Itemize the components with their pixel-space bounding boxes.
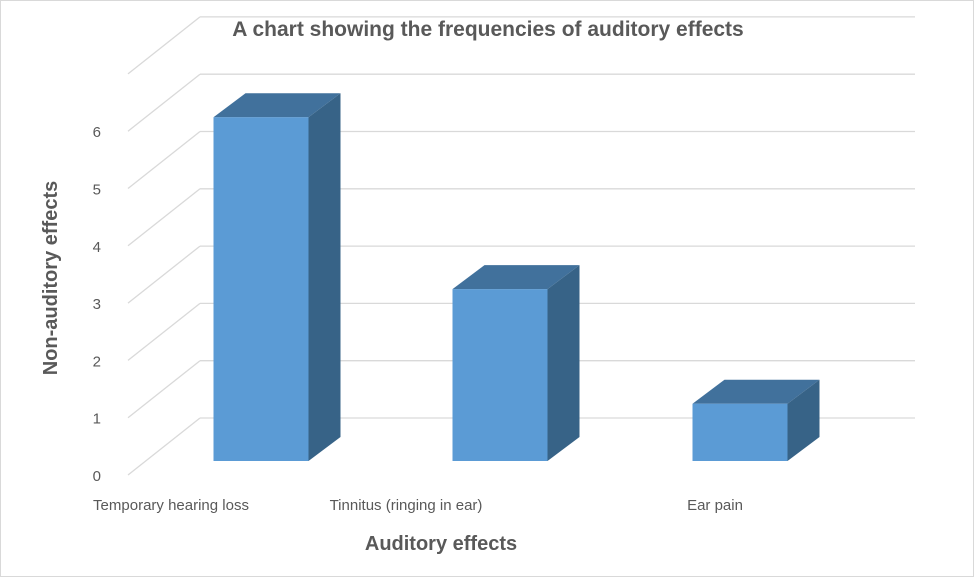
- bar-3: [692, 379, 820, 461]
- y-tick-label: 6: [93, 124, 101, 141]
- bar-front: [452, 289, 548, 461]
- y-tick-label: 3: [93, 296, 101, 313]
- bar-top: [452, 265, 580, 290]
- bars: [213, 93, 820, 461]
- bar-front: [213, 117, 309, 461]
- y-tick-label: 2: [93, 353, 101, 370]
- x-category-label: Temporary hearing loss: [93, 497, 249, 514]
- gridline-side: [127, 417, 201, 476]
- y-tick-label: 0: [93, 468, 101, 485]
- bar-1: [213, 93, 341, 461]
- gridline-side: [127, 73, 201, 132]
- gridline-side: [127, 360, 201, 419]
- bar-side: [547, 265, 580, 461]
- x-category-labels: Temporary hearing loss Tinnitus (ringing …: [93, 497, 743, 514]
- y-tick-labels: 0 1 2 3 4 5 6: [93, 124, 101, 485]
- bar-2: [452, 265, 580, 461]
- x-category-label: Tinnitus (ringing in ear): [330, 497, 483, 514]
- y-tick-label: 1: [93, 411, 101, 428]
- gridline-side: [127, 16, 201, 75]
- y-axis-title: Non-auditory effects: [40, 181, 62, 375]
- bar-top: [692, 379, 820, 404]
- bar-front: [692, 403, 788, 461]
- bar-side: [308, 93, 341, 461]
- gridline-side: [127, 130, 201, 190]
- x-category-label: Ear pain: [687, 497, 743, 514]
- gridline-side: [127, 245, 201, 304]
- bar-top: [213, 93, 341, 118]
- gridline-side: [127, 188, 201, 247]
- x-axis-title: Auditory effects: [365, 533, 517, 555]
- bar-side: [787, 379, 820, 461]
- y-tick-label: 5: [93, 182, 101, 199]
- gridline-side: [127, 302, 201, 361]
- chart-title: A chart showing the frequencies of audit…: [232, 18, 744, 41]
- y-tick-label: 4: [93, 239, 101, 256]
